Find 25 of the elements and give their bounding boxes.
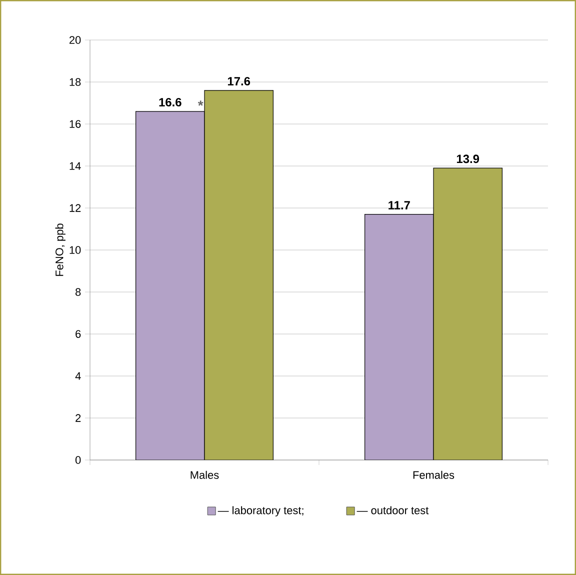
y-axis-title: FeNO, ppb xyxy=(55,224,66,276)
data-label: 17.6 xyxy=(228,76,250,86)
bar xyxy=(136,111,205,460)
data-label: 13.9 xyxy=(456,154,480,164)
data-label: 16.6 xyxy=(159,98,182,106)
y-tick-label: 18 xyxy=(70,78,81,86)
data-label: 11.7 xyxy=(388,201,410,210)
y-tick-label: 4 xyxy=(75,372,81,380)
y-tick-label: 0 xyxy=(75,456,81,464)
legend-label: — outdoor test xyxy=(356,506,429,514)
y-tick-label: 10 xyxy=(70,246,81,254)
y-tick-label: 8 xyxy=(76,288,81,296)
bar xyxy=(364,214,434,460)
y-tick-label: 16 xyxy=(70,120,81,128)
y-tick-label: 2 xyxy=(76,414,81,422)
y-tick-label: 20 xyxy=(70,36,81,44)
x-tick-label: Females xyxy=(413,470,454,479)
bar xyxy=(204,90,274,460)
annotation: * xyxy=(198,100,204,106)
x-tick-label: Males xyxy=(190,470,219,479)
y-tick-label: 12 xyxy=(70,204,81,212)
y-tick-label: 14 xyxy=(70,162,81,170)
legend-label: — laboratory test; xyxy=(218,506,304,516)
y-tick-label: 6 xyxy=(76,330,81,338)
bar xyxy=(433,168,503,460)
